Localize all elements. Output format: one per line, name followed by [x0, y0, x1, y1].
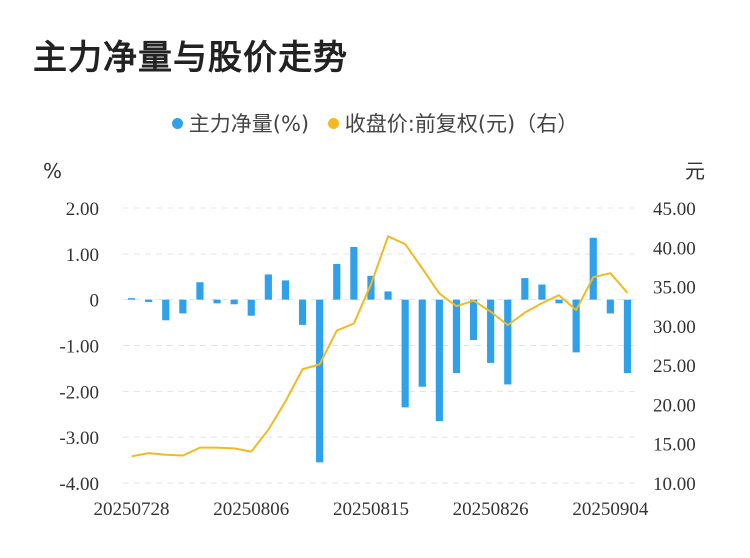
- bar: [264, 274, 272, 300]
- left-tick-label: 1.00: [66, 245, 99, 266]
- bar: [230, 299, 238, 305]
- right-tick-label: 45.00: [653, 199, 696, 220]
- right-tick-label: 25.00: [653, 356, 696, 377]
- bar: [196, 282, 204, 300]
- legend-item-net-volume[interactable]: 主力净量(%): [171, 108, 310, 138]
- left-tick-label: -4.00: [59, 474, 99, 495]
- bar: [504, 299, 512, 385]
- left-axis-unit: %: [43, 159, 62, 183]
- bar: [572, 299, 580, 353]
- left-tick-label: 0: [90, 291, 100, 312]
- axes: 2.00 1.00 0 -1.00 -2.00 -3.00 -4.00 45.00 40.00 3…: [43, 159, 705, 520]
- x-tick-label: 20250815: [333, 499, 409, 520]
- x-tick-label: 20250904: [572, 499, 649, 520]
- bar: [316, 299, 324, 463]
- bar: [538, 284, 546, 300]
- bar: [213, 299, 221, 304]
- left-tick-label: -1.00: [59, 337, 99, 358]
- bar: [401, 299, 409, 408]
- left-tick-label: 2.00: [66, 199, 99, 220]
- price-line: [131, 235, 629, 458]
- bar: [606, 299, 614, 314]
- right-tick-label: 35.00: [653, 278, 696, 299]
- bar: [298, 299, 307, 325]
- bar-series-net-volume: [127, 237, 632, 463]
- legend-dot-net-volume: [171, 117, 183, 129]
- bar: [555, 299, 563, 304]
- x-tick-label: 20250728: [94, 499, 170, 520]
- bar: [179, 299, 187, 314]
- bar: [162, 299, 170, 321]
- bar: [623, 299, 632, 373]
- line-series-close-price: [131, 235, 629, 458]
- bar: [281, 280, 290, 300]
- legend-dot-close-price: [327, 117, 339, 129]
- right-tick-label: 20.00: [653, 395, 696, 416]
- bar: [589, 237, 597, 300]
- legend-label-close-price: 收盘价:前复权(元)（右）: [344, 112, 579, 136]
- x-tick-label: 20250806: [213, 499, 289, 520]
- bar: [384, 291, 392, 300]
- bar: [469, 299, 478, 340]
- bar: [247, 299, 255, 316]
- right-tick-label: 15.00: [653, 435, 696, 456]
- bar: [452, 299, 461, 373]
- right-tick-label: 30.00: [653, 317, 696, 338]
- bar: [127, 298, 136, 300]
- bar: [487, 299, 495, 363]
- bar: [145, 299, 153, 302]
- grid-lines: [123, 207, 636, 484]
- bar: [418, 299, 426, 387]
- right-axis-unit: 元: [685, 159, 705, 183]
- bar: [333, 263, 341, 300]
- bar: [521, 278, 529, 300]
- x-tick-label: 20250826: [453, 499, 529, 520]
- legend: 主力净量(%) 收盘价:前复权(元)（右）: [0, 108, 750, 138]
- chart-title: 主力净量与股价走势: [33, 38, 348, 78]
- right-tick-label: 10.00: [653, 474, 696, 495]
- bar: [350, 246, 358, 300]
- bar: [367, 275, 375, 300]
- bar: [435, 299, 443, 422]
- left-tick-label: -2.00: [59, 382, 99, 403]
- right-tick-label: 40.00: [653, 238, 696, 259]
- left-tick-label: -3.00: [59, 428, 99, 449]
- legend-label-net-volume: 主力净量(%): [188, 112, 310, 136]
- legend-item-close-price[interactable]: 收盘价:前复权(元)（右）: [327, 108, 579, 138]
